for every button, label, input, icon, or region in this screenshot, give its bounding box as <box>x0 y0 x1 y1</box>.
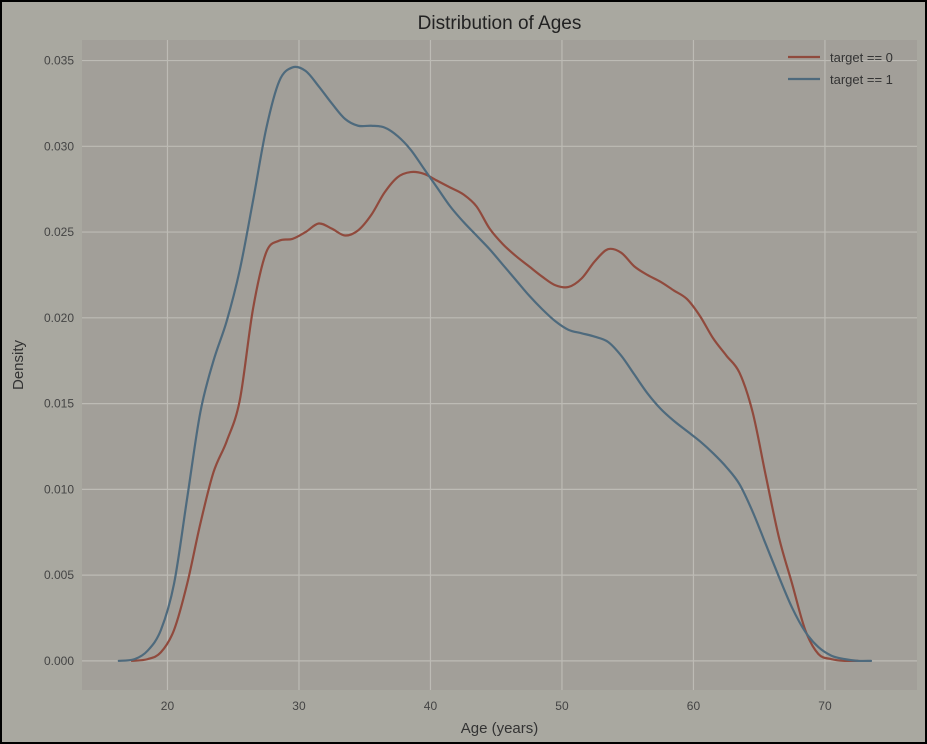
y-tick-label: 0.035 <box>44 54 74 68</box>
legend-label-target-0: target == 0 <box>830 50 893 65</box>
plot-area <box>82 40 917 690</box>
grid-lines <box>82 40 917 690</box>
legend: target == 0 target == 1 <box>788 50 893 87</box>
y-tick-label: 0.025 <box>44 225 74 239</box>
x-tick-label: 50 <box>555 699 569 713</box>
tick-labels: 20 30 40 50 60 70 0.000 0.005 0.010 0.015 0.020 0.0… <box>44 54 832 713</box>
x-tick-label: 60 <box>687 699 701 713</box>
y-tick-label: 0.010 <box>44 482 74 496</box>
y-tick-label: 0.020 <box>44 311 74 325</box>
y-axis-label: Density <box>10 339 27 390</box>
y-tick-label: 0.015 <box>44 397 74 411</box>
x-tick-label: 70 <box>818 699 832 713</box>
series-lines <box>117 65 873 663</box>
x-tick-label: 30 <box>292 699 306 713</box>
y-tick-label: 0.005 <box>44 568 74 582</box>
y-tick-label: 0.030 <box>44 139 74 153</box>
series-line-target-1 <box>117 65 873 663</box>
x-axis-label: Age (years) <box>461 720 539 737</box>
x-tick-label: 40 <box>424 699 438 713</box>
x-tick-label: 20 <box>161 699 175 713</box>
chart-title: Distribution of Ages <box>418 13 582 34</box>
legend-label-target-1: target == 1 <box>830 72 893 87</box>
y-tick-label: 0.000 <box>44 654 74 668</box>
series-line-target-0 <box>130 170 859 663</box>
